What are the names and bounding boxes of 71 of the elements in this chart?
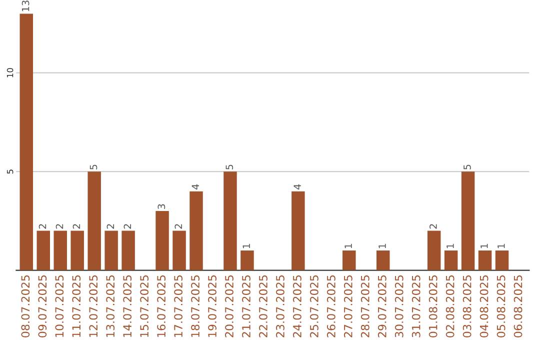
x-tick-label: 28.07.2025	[360, 275, 370, 338]
x-tick-label: 16.07.2025	[157, 275, 166, 337]
data-label: 2	[72, 224, 80, 229]
x-tick-label: 09.07.2025	[38, 275, 47, 338]
bar	[122, 230, 135, 270]
bar	[88, 172, 101, 270]
x-tick-label: 13.07.2025	[106, 275, 115, 337]
bar	[36, 230, 50, 270]
x-tick-label: 03.08.2025	[462, 275, 472, 338]
x-tick-label: 14.07.2025	[123, 275, 132, 337]
bar	[70, 230, 84, 270]
x-tick-label: 19.07.2025	[208, 275, 216, 337]
x-tick-label: 25.07.2025	[310, 275, 318, 338]
x-tick-label: 23.07.2025	[276, 275, 284, 338]
data-label: 2	[124, 224, 131, 229]
data-label: 2	[38, 224, 46, 229]
x-tick-label: 18.07.2025	[191, 275, 200, 337]
data-label: 5	[90, 164, 98, 170]
data-label: 2	[56, 224, 64, 229]
x-tick-label: 01.08.2025	[428, 275, 438, 338]
data-label: 4	[192, 184, 199, 190]
bar	[240, 250, 254, 270]
data-label: 1	[378, 244, 386, 248]
data-label: 2	[106, 224, 114, 229]
bar	[444, 250, 458, 270]
bar	[495, 250, 509, 270]
x-tick-label: 21.07.2025	[242, 275, 250, 338]
x-tick-label: 02.08.2025	[446, 275, 454, 338]
x-tick-label: 27.07.2025	[344, 275, 352, 338]
bar	[376, 250, 390, 270]
bar	[478, 250, 492, 270]
x-tick-label: 24.07.2025	[293, 275, 302, 338]
bar	[172, 230, 186, 270]
data-label: 2	[174, 224, 182, 229]
bar	[342, 250, 356, 270]
data-label: 1	[480, 244, 488, 248]
data-label: 13	[22, 0, 30, 12]
x-tick-label: 06.08.2025	[514, 275, 522, 338]
data-label: 5	[464, 164, 471, 170]
bar	[190, 191, 203, 270]
x-tick-label: 20.07.2025	[225, 275, 234, 338]
x-tick-label: 12.07.2025	[89, 275, 98, 337]
x-tick-label: 10.07.2025	[55, 275, 64, 337]
x-tick-label: 17.07.2025	[174, 275, 182, 337]
bar	[292, 191, 305, 270]
data-label: 1	[344, 244, 352, 248]
data-label: 1	[242, 244, 250, 248]
x-tick-label: 26.07.2025	[326, 275, 336, 338]
x-tick-label: 30.07.2025	[394, 275, 404, 338]
bar	[156, 211, 169, 270]
bar	[461, 172, 475, 270]
y-tick-label: 10	[6, 68, 14, 78]
x-tick-label: 11.07.2025	[72, 275, 81, 337]
bar	[20, 14, 34, 270]
x-tick-label: 22.07.2025	[259, 275, 268, 338]
x-tick-label: 31.07.2025	[412, 275, 420, 338]
x-tick-label: 15.07.2025	[140, 275, 149, 337]
data-label: 5	[226, 164, 234, 170]
x-tick-label: 04.08.2025	[480, 275, 488, 338]
data-label: 2	[430, 224, 437, 229]
x-tick-label: 05.08.2025	[496, 275, 506, 338]
bar	[104, 230, 118, 270]
data-label: 3	[158, 204, 166, 209]
data-label: 1	[446, 244, 454, 248]
data-label: 4	[294, 184, 301, 190]
bar	[224, 172, 237, 270]
bar	[427, 230, 441, 270]
x-tick-label: 29.07.2025	[378, 275, 386, 338]
bar	[54, 230, 67, 270]
x-tick-label: 08.07.2025	[21, 275, 30, 338]
data-label: 1	[498, 244, 505, 248]
